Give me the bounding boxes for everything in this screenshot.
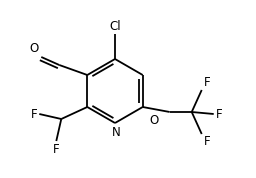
Text: F: F bbox=[31, 108, 37, 121]
Text: F: F bbox=[53, 143, 60, 156]
Text: F: F bbox=[216, 108, 222, 121]
Text: Cl: Cl bbox=[109, 20, 121, 33]
Text: F: F bbox=[204, 135, 210, 148]
Text: O: O bbox=[29, 42, 38, 55]
Text: N: N bbox=[112, 126, 120, 139]
Text: F: F bbox=[204, 76, 210, 89]
Text: O: O bbox=[150, 114, 159, 127]
